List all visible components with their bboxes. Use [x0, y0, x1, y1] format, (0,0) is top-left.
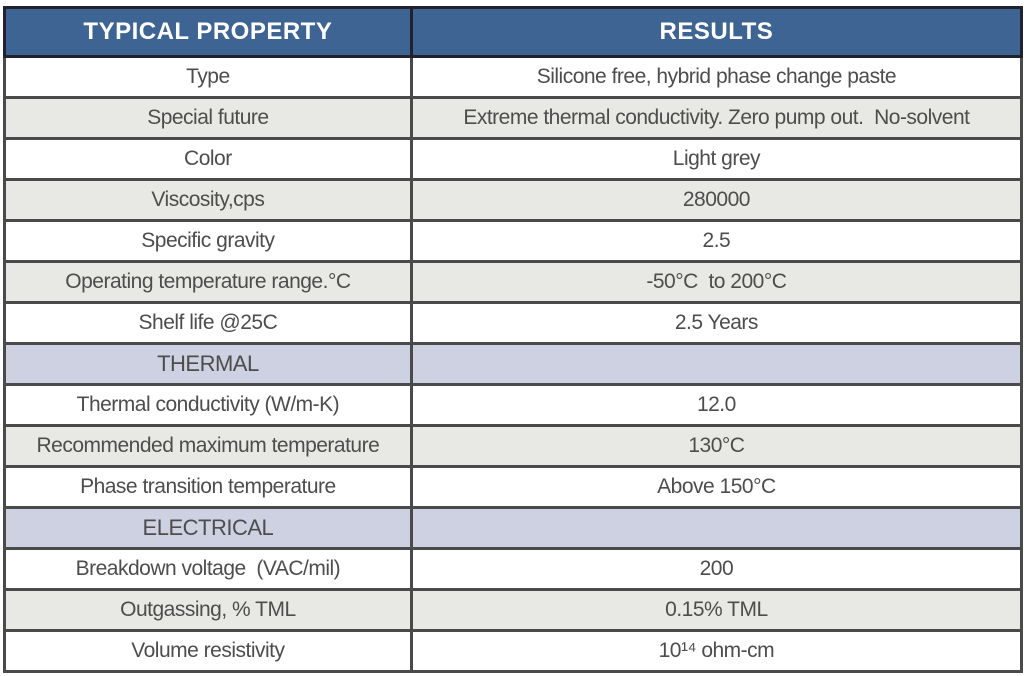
property-cell: Volume resistivity — [3, 629, 413, 673]
result-cell — [409, 506, 1024, 550]
result-cell: 12.0 — [409, 383, 1024, 427]
result-cell: 2.5 — [409, 219, 1024, 263]
table-row: Operating temperature range.°C -50°C to … — [3, 260, 1024, 304]
result-cell — [409, 342, 1024, 386]
table-row: Color Light grey — [3, 137, 1024, 181]
table-row: Shelf life @25C 2.5 Years — [3, 301, 1024, 345]
header-typical-property: TYPICAL PROPERTY — [3, 6, 413, 58]
table-body: Type Silicone free, hybrid phase change … — [3, 55, 1024, 673]
table-row: Outgassing, % TML 0.15% TML — [3, 588, 1024, 632]
property-cell: Specific gravity — [3, 219, 413, 263]
property-cell: Outgassing, % TML — [3, 588, 413, 632]
property-cell: ELECTRICAL — [3, 506, 413, 550]
property-cell: THERMAL — [3, 342, 413, 386]
property-cell: Operating temperature range.°C — [3, 260, 413, 304]
result-cell: 2.5 Years — [409, 301, 1024, 345]
result-cell: -50°C to 200°C — [409, 260, 1024, 304]
result-cell: Extreme thermal conductivity. Zero pump … — [409, 96, 1024, 140]
result-cell: Silicone free, hybrid phase change paste — [409, 55, 1024, 99]
result-cell: 0.15% TML — [409, 588, 1024, 632]
property-cell: Type — [3, 55, 413, 99]
header-results: RESULTS — [409, 6, 1024, 58]
property-cell: Color — [3, 137, 413, 181]
result-cell: Above 150°C — [409, 465, 1024, 509]
table-header: TYPICAL PROPERTY RESULTS — [3, 6, 1024, 58]
table-row: Type Silicone free, hybrid phase change … — [3, 55, 1024, 99]
property-cell: Special future — [3, 96, 413, 140]
table-row: Volume resistivity 10¹⁴ ohm-cm — [3, 629, 1024, 673]
property-cell: Shelf life @25C — [3, 301, 413, 345]
property-cell: Phase transition temperature — [3, 465, 413, 509]
result-cell: 280000 — [409, 178, 1024, 222]
table-row: Thermal conductivity (W/m-K) 12.0 — [3, 383, 1024, 427]
result-cell: 10¹⁴ ohm-cm — [409, 629, 1024, 673]
typical-property-table: TYPICAL PROPERTY RESULTS Type Silicone f… — [3, 6, 1024, 673]
table-row: ELECTRICAL — [3, 506, 1024, 550]
table-row: Viscosity,cps 280000 — [3, 178, 1024, 222]
property-cell: Breakdown voltage (VAC/mil) — [3, 547, 413, 591]
table-row: Recommended maximum temperature 130°C — [3, 424, 1024, 468]
table-row: THERMAL — [3, 342, 1024, 386]
table-row: Specific gravity 2.5 — [3, 219, 1024, 263]
result-cell: 200 — [409, 547, 1024, 591]
property-cell: Recommended maximum temperature — [3, 424, 413, 468]
table-row: Special future Extreme thermal conductiv… — [3, 96, 1024, 140]
table-row: Breakdown voltage (VAC/mil) 200 — [3, 547, 1024, 591]
property-cell: Viscosity,cps — [3, 178, 413, 222]
result-cell: Light grey — [409, 137, 1024, 181]
property-cell: Thermal conductivity (W/m-K) — [3, 383, 413, 427]
result-cell: 130°C — [409, 424, 1024, 468]
table-row: Phase transition temperature Above 150°C — [3, 465, 1024, 509]
header-row: TYPICAL PROPERTY RESULTS — [3, 6, 1024, 58]
